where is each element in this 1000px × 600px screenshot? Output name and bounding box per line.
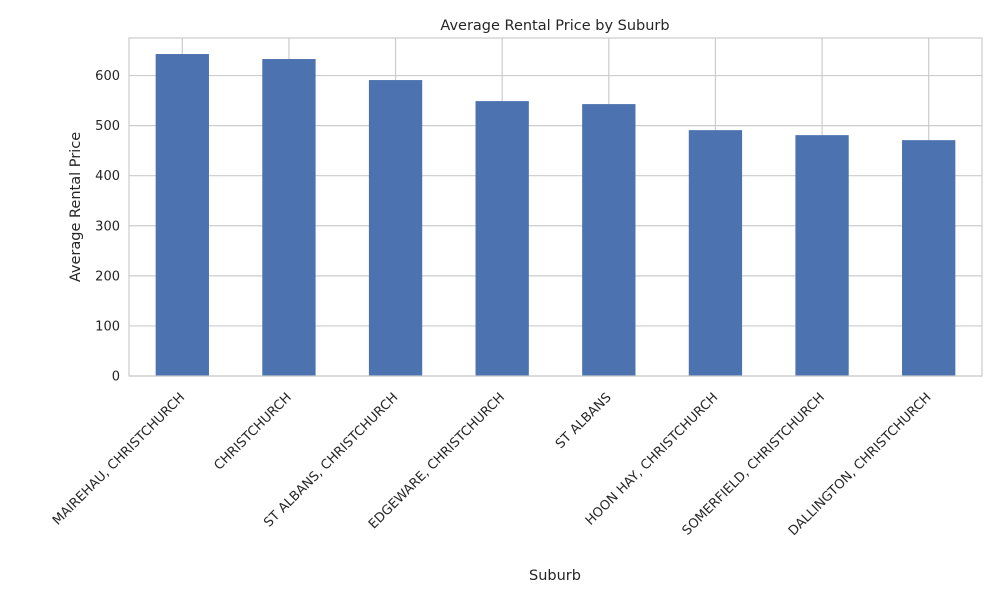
y-axis-label: Average Rental Price	[68, 132, 84, 282]
bar	[688, 130, 743, 376]
y-tick-label: 400	[95, 169, 120, 184]
bar	[262, 59, 316, 376]
bar	[902, 140, 956, 376]
bar	[155, 54, 209, 376]
y-tick-label: 600	[95, 69, 120, 84]
y-tick-label: 100	[95, 319, 120, 334]
bar	[368, 80, 423, 376]
y-tick-label: 500	[95, 119, 120, 134]
x-axis-label: Suburb	[529, 568, 581, 584]
plot-frame	[128, 37, 983, 377]
y-tick-labels: 0 100 200 300 400 500 600	[95, 69, 120, 384]
bar	[475, 101, 529, 377]
bar	[582, 104, 636, 376]
bar	[795, 135, 849, 376]
chart-title: Average Rental Price by Suburb	[440, 18, 669, 34]
bars	[155, 54, 956, 377]
y-tick-label: 0	[112, 370, 120, 385]
y-tick-label: 300	[95, 219, 120, 234]
y-tick-label: 200	[95, 269, 120, 284]
